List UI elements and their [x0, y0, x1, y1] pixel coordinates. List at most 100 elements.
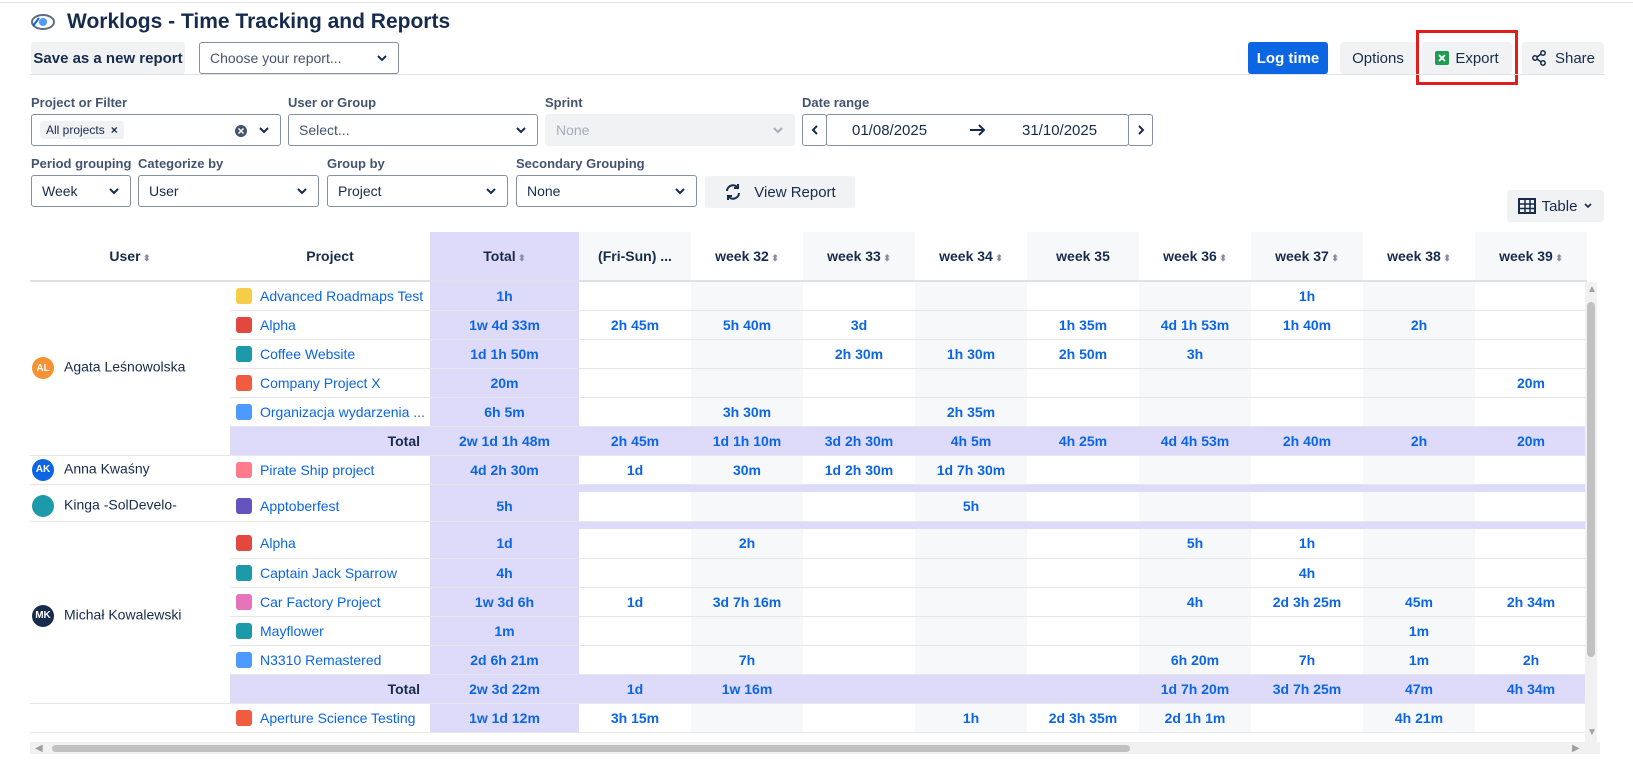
- row-total-cell[interactable]: 2d 6h 21m: [430, 645, 579, 675]
- log-time-button[interactable]: Log time: [1248, 42, 1328, 74]
- user-name[interactable]: Anna Kwaśny: [64, 460, 150, 477]
- worklog-cell[interactable]: 4h: [1139, 587, 1251, 617]
- project-link[interactable]: Organizacja wydarzenia ...: [260, 403, 425, 420]
- project-link[interactable]: Mayflower: [260, 622, 324, 639]
- worklog-cell[interactable]: 2h: [1363, 310, 1475, 340]
- worklog-cell[interactable]: 6h 20m: [1139, 645, 1251, 675]
- column-header[interactable]: Total ⬍: [430, 232, 579, 282]
- project-cell[interactable]: Advanced Roadmaps Test: [230, 281, 430, 311]
- choose-report-select[interactable]: Choose your report...: [199, 42, 399, 74]
- user-name[interactable]: Kinga -SolDevelo-: [64, 496, 177, 513]
- worklog-cell[interactable]: 2h 50m: [1027, 339, 1139, 369]
- project-cell[interactable]: Coffee Website: [230, 339, 430, 369]
- worklog-cell[interactable]: 1h: [915, 703, 1027, 733]
- sort-icon[interactable]: ⬍: [768, 253, 779, 263]
- worklog-cell[interactable]: 1m: [1363, 616, 1475, 646]
- user-week-total-cell[interactable]: 2h: [1363, 426, 1475, 456]
- sort-icon[interactable]: ⬍: [1440, 253, 1451, 263]
- worklog-cell[interactable]: 1m: [1363, 645, 1475, 675]
- worklog-cell[interactable]: 1h 40m: [1251, 310, 1363, 340]
- row-total-cell[interactable]: 1m: [430, 616, 579, 646]
- worklog-cell[interactable]: 1h: [1251, 529, 1363, 559]
- row-total-cell[interactable]: 1w 1d 12m: [430, 703, 579, 733]
- chip-remove-icon[interactable]: ×: [110, 123, 118, 137]
- user-cell[interactable]: AL Agata Leśnowolska: [30, 281, 230, 456]
- user-cell[interactable]: Kinga -SolDevelo-: [30, 492, 230, 522]
- save-report-button[interactable]: Save as a new report: [31, 42, 185, 74]
- user-cell[interactable]: MK Michał Kowalewski: [30, 529, 230, 704]
- user-week-total-cell[interactable]: 20m: [1475, 426, 1587, 456]
- project-link[interactable]: Advanced Roadmaps Test: [260, 287, 424, 304]
- worklog-cell[interactable]: 2d 1h 1m: [1139, 703, 1251, 733]
- project-link[interactable]: Coffee Website: [260, 345, 356, 362]
- user-cell[interactable]: AK Anna Kwaśny: [30, 455, 230, 485]
- column-header[interactable]: User ⬍: [30, 232, 230, 282]
- row-total-cell[interactable]: 1w 3d 6h: [430, 587, 579, 617]
- row-total-cell[interactable]: 20m: [430, 368, 579, 398]
- worklog-cell[interactable]: 45m: [1363, 587, 1475, 617]
- row-total-cell[interactable]: 1h: [430, 281, 579, 311]
- project-link[interactable]: N3310 Remastered: [260, 651, 382, 668]
- worklog-cell[interactable]: 3h 30m: [691, 397, 803, 427]
- column-header[interactable]: week 35: [1027, 232, 1139, 282]
- project-cell[interactable]: Pirate Ship project: [230, 455, 430, 485]
- worklog-cell[interactable]: 1h 30m: [915, 339, 1027, 369]
- column-header[interactable]: week 37 ⬍: [1251, 232, 1363, 282]
- project-link[interactable]: Alpha: [260, 316, 296, 333]
- export-button[interactable]: Export: [1422, 42, 1512, 74]
- worklog-cell[interactable]: 3d: [803, 310, 915, 340]
- row-total-cell[interactable]: 1w 4d 33m: [430, 310, 579, 340]
- sort-icon[interactable]: ⬍: [515, 253, 526, 263]
- view-report-button[interactable]: View Report: [705, 176, 855, 208]
- worklog-cell[interactable]: 4h 21m: [1363, 703, 1475, 733]
- user-week-total-cell[interactable]: 2h 45m: [579, 426, 691, 456]
- column-header[interactable]: week 34 ⬍: [915, 232, 1027, 282]
- worklog-cell[interactable]: 4h: [1251, 558, 1363, 588]
- user-week-total-cell[interactable]: 1d 7h 20m: [1139, 674, 1251, 704]
- project-cell[interactable]: Company Project X: [230, 368, 430, 398]
- user-week-total-cell[interactable]: 4h 34m: [1475, 674, 1587, 704]
- column-header[interactable]: week 39 ⬍: [1475, 232, 1587, 282]
- project-cell[interactable]: Mayflower: [230, 616, 430, 646]
- row-total-cell[interactable]: 5h: [430, 492, 579, 522]
- project-link[interactable]: Alpha: [260, 535, 296, 552]
- user-week-total-cell[interactable]: 3d 2h 30m: [803, 426, 915, 456]
- project-filter-select[interactable]: All projects ×: [31, 114, 281, 146]
- user-week-total-cell[interactable]: 4d 4h 53m: [1139, 426, 1251, 456]
- date-from[interactable]: 01/08/2025: [852, 121, 928, 139]
- worklog-cell[interactable]: 1d: [579, 587, 691, 617]
- column-header[interactable]: (Fri-Sun) ...: [579, 232, 691, 282]
- row-total-cell[interactable]: 6h 5m: [430, 397, 579, 427]
- column-header[interactable]: week 33 ⬍: [803, 232, 915, 282]
- worklog-cell[interactable]: 3h: [1139, 339, 1251, 369]
- sort-icon[interactable]: ⬍: [140, 253, 151, 263]
- share-button[interactable]: Share: [1522, 42, 1604, 74]
- worklog-cell[interactable]: 3d 7h 16m: [691, 587, 803, 617]
- sort-icon[interactable]: ⬍: [1216, 253, 1227, 263]
- worklog-cell[interactable]: 2h: [1475, 645, 1587, 675]
- worklog-cell[interactable]: 2h 30m: [803, 339, 915, 369]
- project-cell[interactable]: Car Factory Project: [230, 587, 430, 617]
- row-total-cell[interactable]: 1d: [430, 529, 579, 559]
- user-total-cell[interactable]: 2w 3d 22m: [430, 674, 579, 704]
- project-link[interactable]: Car Factory Project: [260, 593, 381, 610]
- worklog-cell[interactable]: 3h 15m: [579, 703, 691, 733]
- user-cell[interactable]: [30, 703, 230, 733]
- worklog-cell[interactable]: 2h 34m: [1475, 587, 1587, 617]
- column-header[interactable]: week 38 ⬍: [1363, 232, 1475, 282]
- worklog-cell[interactable]: 1d: [579, 455, 691, 485]
- worklog-cell[interactable]: 2h 35m: [915, 397, 1027, 427]
- date-range-field[interactable]: 01/08/2025 31/10/2025: [826, 114, 1129, 146]
- sort-icon[interactable]: ⬍: [880, 253, 891, 263]
- project-chip[interactable]: All projects ×: [40, 121, 124, 139]
- worklog-cell[interactable]: 5h: [1139, 529, 1251, 559]
- scroll-down-icon[interactable]: ▼: [1587, 727, 1597, 738]
- worklog-cell[interactable]: 7h: [691, 645, 803, 675]
- project-cell[interactable]: Alpha: [230, 310, 430, 340]
- row-total-cell[interactable]: 4h: [430, 558, 579, 588]
- project-cell[interactable]: Organizacja wydarzenia ...: [230, 397, 430, 427]
- user-filter-select[interactable]: Select...: [288, 114, 538, 146]
- user-week-total-cell[interactable]: 3d 7h 25m: [1251, 674, 1363, 704]
- user-total-cell[interactable]: 2w 1d 1h 48m: [430, 426, 579, 456]
- project-link[interactable]: Apptoberfest: [260, 498, 340, 515]
